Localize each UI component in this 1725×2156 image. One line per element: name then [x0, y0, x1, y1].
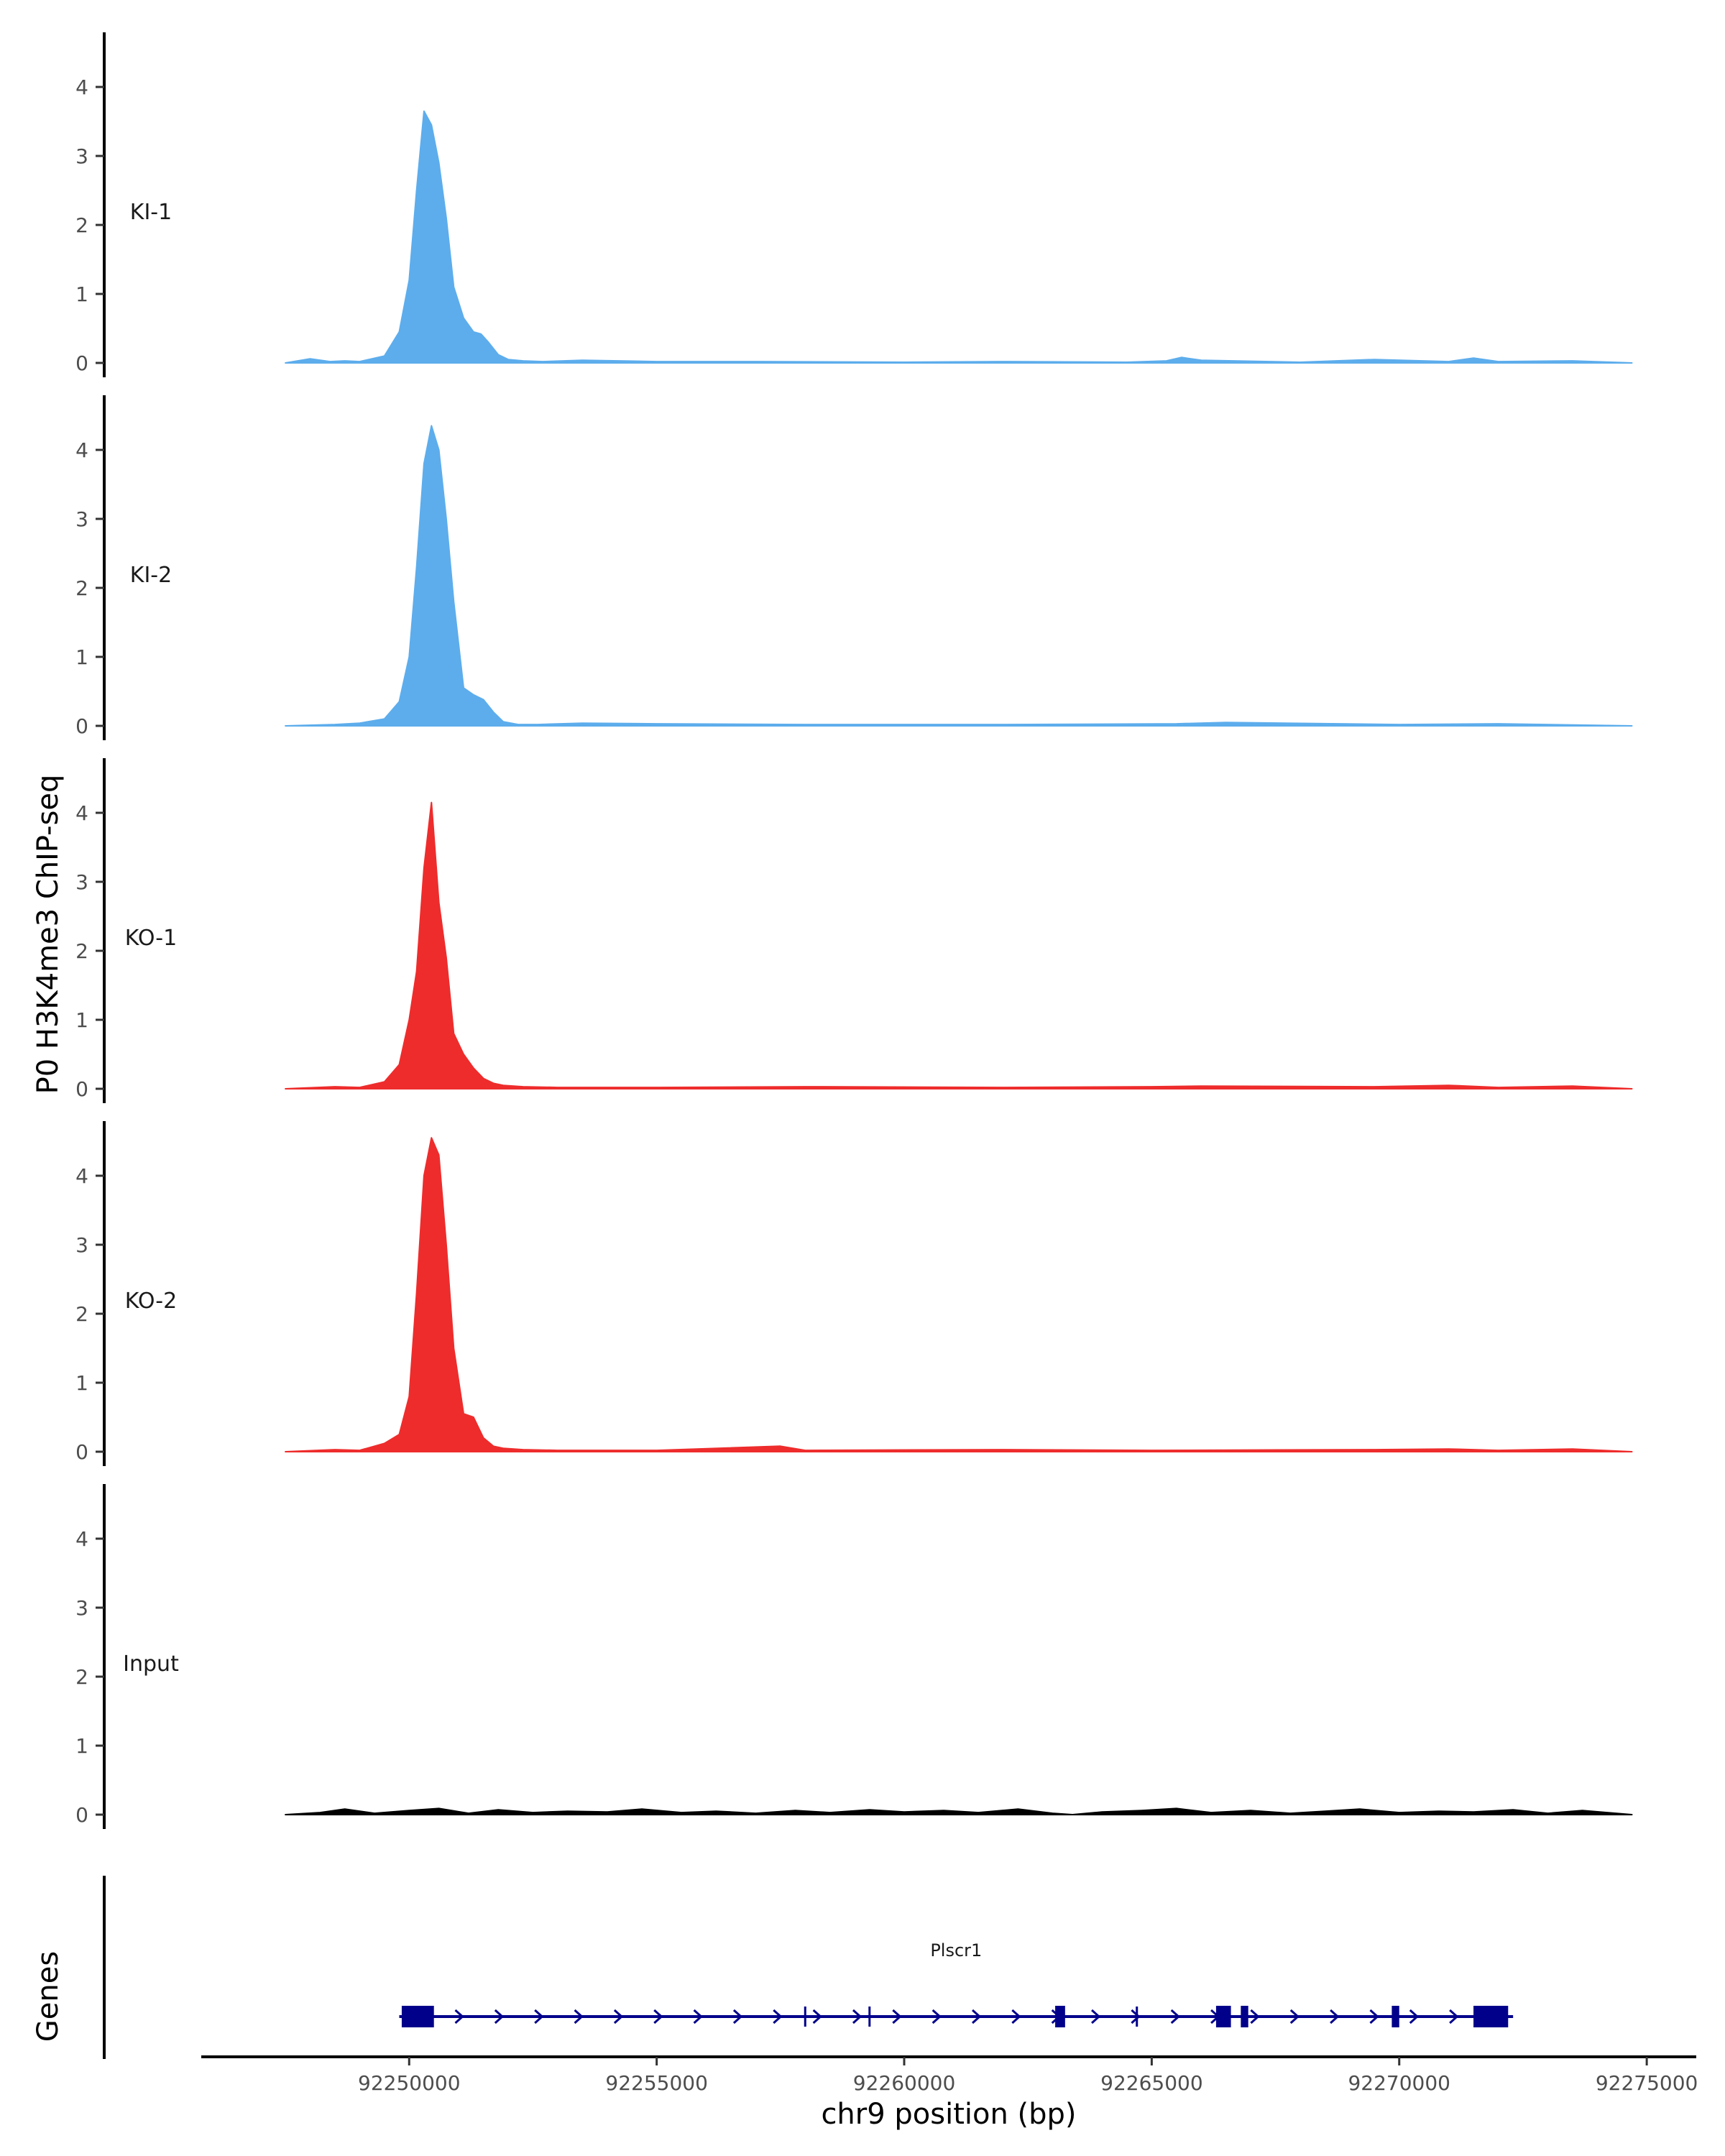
x-tick-label: 92250000 — [358, 2071, 461, 2095]
strand-arrow — [773, 2009, 783, 2024]
x-axis: 92250000 92255000 92260000 92265000 92270000… — [201, 2055, 1698, 2095]
coverage-area-ko-1 — [285, 801, 1633, 1089]
track-label: KI-2 — [130, 563, 172, 588]
strand-arrow — [852, 2009, 862, 2024]
y-tick-label: 2 — [75, 576, 88, 600]
strand-arrow — [892, 2009, 902, 2024]
track-ko-1: 0 1 2 3 4 KO-1 — [75, 758, 1633, 1103]
gene-exon — [1055, 2006, 1065, 2027]
gene-exon — [401, 2006, 434, 2027]
strand-arrow — [1170, 2009, 1180, 2024]
strand-arrow — [653, 2009, 663, 2024]
strand-arrow — [454, 2009, 464, 2024]
gene-track: Plscr1 — [103, 1876, 1514, 2059]
track-label: KO-2 — [125, 1289, 177, 1314]
strand-arrow — [812, 2009, 822, 2024]
y-tick-label: 0 — [75, 1440, 88, 1464]
y-tick-label: 4 — [75, 1527, 88, 1551]
strand-arrow — [932, 2009, 942, 2024]
strand-arrow — [971, 2009, 982, 2024]
y-tick-label: 4 — [75, 438, 88, 462]
y-tick-label: 0 — [75, 714, 88, 738]
strand-arrow — [494, 2009, 505, 2024]
strand-arrow — [1409, 2009, 1420, 2024]
coverage-area-ki-1 — [285, 110, 1633, 364]
strand-arrow — [613, 2009, 624, 2024]
gene-exon — [1392, 2006, 1399, 2027]
track-label: KO-1 — [125, 926, 177, 951]
strand-arrow — [693, 2009, 703, 2024]
y-tick-label: 2 — [75, 1665, 88, 1689]
strand-arrow — [1091, 2009, 1101, 2024]
x-axis-title: chr9 position (bp) — [821, 2098, 1076, 2131]
track-ki-2: 0 1 2 3 4 KI-2 — [75, 395, 1633, 740]
y-tick-label: 2 — [75, 1302, 88, 1326]
strand-arrow — [732, 2009, 743, 2024]
y-tick-label: 1 — [75, 645, 88, 669]
y-tick-label: 1 — [75, 1008, 88, 1032]
track-ki-1: 0 1 2 3 4 KI-1 — [75, 32, 1633, 377]
gene-exon — [1241, 2006, 1248, 2027]
y-tick-label: 0 — [75, 1077, 88, 1101]
x-tick-label: 92265000 — [1100, 2071, 1203, 2095]
track-input: 0 1 2 3 4 Input — [75, 1484, 1633, 1829]
y-tick-label: 4 — [75, 801, 88, 825]
strand-arrow — [1369, 2009, 1379, 2024]
strand-arrow — [1250, 2009, 1260, 2024]
strand-arrow — [1449, 2009, 1459, 2024]
y-tick-label: 1 — [75, 1734, 88, 1758]
gene-exon — [1473, 2006, 1509, 2027]
y-tick-label: 2 — [75, 939, 88, 963]
strand-arrow — [574, 2009, 584, 2024]
coverage-area-ki-2 — [285, 425, 1633, 727]
y-tick-label: 0 — [75, 1803, 88, 1827]
strand-arrow — [1011, 2009, 1021, 2024]
coverage-area-input — [285, 1807, 1633, 1815]
strand-arrow — [1131, 2009, 1141, 2024]
track-label: KI-1 — [130, 200, 172, 225]
y-tick-label: 4 — [75, 75, 88, 99]
tracks-layer: 0 1 2 3 4 KI-1 0 1 2 3 4 KI-2 0 1 2 3 4 KO-1 0 1 2 3 4 KO-2 0 1 2 3… — [75, 32, 1633, 1829]
track-ko-2: 0 1 2 3 4 KO-2 — [75, 1121, 1633, 1466]
track-label: Input — [123, 1651, 179, 1677]
y-tick-label: 1 — [75, 282, 88, 306]
x-tick-label: 92260000 — [853, 2071, 956, 2095]
strand-arrow — [534, 2009, 544, 2024]
y-tick-label: 3 — [75, 1596, 88, 1620]
strand-arrow — [1289, 2009, 1300, 2024]
gene-exon — [1215, 2006, 1231, 2027]
x-tick-label: 92275000 — [1596, 2071, 1698, 2095]
coverage-area-ko-2 — [285, 1137, 1633, 1452]
genes-axis-title: Genes — [32, 1951, 65, 2042]
y-tick-label: 3 — [75, 1233, 88, 1257]
y-tick-label: 3 — [75, 144, 88, 168]
y-tick-label: 3 — [75, 507, 88, 531]
x-tick-label: 92255000 — [605, 2071, 708, 2095]
y-tick-label: 1 — [75, 1371, 88, 1395]
strand-arrow — [1330, 2009, 1340, 2024]
gene-name-label: Plscr1 — [930, 1940, 982, 1961]
y-tick-label: 2 — [75, 213, 88, 237]
y-axis-title: P0 H3K4me3 ChIP-seq — [32, 775, 65, 1095]
y-tick-label: 3 — [75, 870, 88, 894]
x-tick-label: 92270000 — [1348, 2071, 1450, 2095]
y-tick-label: 0 — [75, 351, 88, 375]
y-tick-label: 4 — [75, 1164, 88, 1188]
